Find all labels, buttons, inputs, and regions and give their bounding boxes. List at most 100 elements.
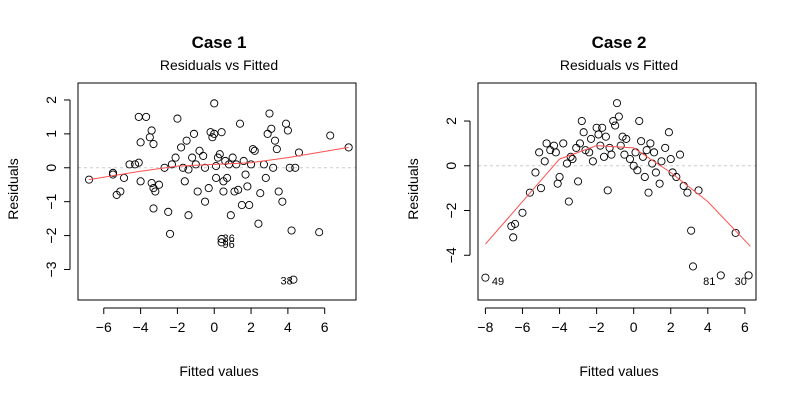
case-1-data-point	[226, 211, 235, 220]
case-2-data-point	[605, 143, 614, 152]
case-2-data-point	[542, 139, 551, 148]
case-1-data-point	[234, 185, 243, 194]
case-2-data-point	[588, 157, 597, 166]
case-2-title: Case 2	[592, 33, 647, 52]
case-1-data-point	[145, 133, 154, 142]
case-2-data-point	[587, 134, 596, 143]
case-1-data-point	[263, 129, 272, 138]
case-2-data-point	[640, 172, 649, 182]
case-1-data-point	[189, 129, 199, 138]
case-1-data-point	[267, 124, 276, 133]
case-2-y-tick-label: 2	[443, 117, 459, 125]
case-1-data-point	[217, 238, 226, 247]
case-1-data-point	[215, 150, 224, 159]
case-2-data-point	[744, 271, 753, 280]
case-1-data-point	[149, 139, 158, 149]
case-1-data-point	[173, 114, 182, 123]
case-2-data-point	[614, 112, 623, 121]
case-1-x-tick-label: −2	[169, 319, 185, 335]
case-2-data-point	[559, 139, 568, 148]
case-1-data-point	[237, 201, 246, 210]
case-2-data-point	[518, 208, 527, 217]
case-1-data-point	[184, 211, 193, 220]
case-1-data-point	[254, 219, 263, 228]
case-2-data-point	[612, 99, 622, 108]
case-1-data-point	[136, 177, 145, 186]
case-1-data-point	[326, 131, 335, 140]
case-1-data-point	[241, 170, 250, 179]
case-2-data-point	[635, 116, 644, 126]
case-1-data-point	[171, 153, 180, 162]
case-1-data-point	[204, 184, 213, 193]
case-1-data-point	[151, 187, 160, 196]
case-1-data-point	[178, 163, 187, 172]
case-1-y-tick-label: −3	[43, 261, 59, 277]
case-2-data-point	[620, 150, 629, 159]
case-1-chart: Case 1 Residuals vs Fitted Fitted values…	[5, 33, 357, 379]
case-2-data-point	[536, 184, 546, 193]
case-1-y-tick-label: −1	[43, 193, 59, 209]
case-1-x-tick-label: 6	[321, 319, 329, 335]
case-2-data-point	[716, 271, 725, 280]
case-1-data-point	[200, 197, 210, 206]
case-2-data-point	[553, 179, 562, 188]
case-1-data-point	[200, 163, 210, 172]
case-1-data-point	[278, 197, 287, 206]
case-1-y-tick-label: 1	[43, 130, 59, 138]
case-1-data-point	[147, 178, 156, 188]
case-2-data-point	[599, 152, 609, 161]
case-2-data-point	[575, 139, 584, 148]
case-1-data-point	[219, 187, 228, 196]
case-1-y-axis-title: Residuals	[5, 158, 21, 219]
case-2-point-label: 49	[492, 276, 504, 288]
case-1-data-point	[210, 129, 219, 138]
case-2-x-tick-label: 4	[704, 319, 712, 335]
case-2-data-point	[650, 148, 659, 157]
case-1-data-point	[212, 173, 221, 182]
case-1-data-point	[191, 160, 200, 169]
case-1-data-point	[270, 136, 280, 145]
case-2-data-point	[631, 148, 640, 157]
case-1-data-point	[274, 187, 283, 196]
case-1-data-point	[235, 119, 245, 128]
case-1-data-point	[315, 228, 324, 237]
case-2-data-point	[598, 123, 607, 132]
case-1-data-point	[217, 234, 226, 244]
case-2-smooth-line	[485, 145, 751, 247]
case-1-data-point	[125, 160, 134, 169]
case-2-data-point	[572, 143, 581, 152]
case-1-data-point	[261, 173, 270, 182]
case-1-data-point	[182, 136, 191, 145]
case-1-data-point	[243, 182, 252, 191]
case-1-x-tick-label: 0	[210, 319, 218, 335]
case-2-point-label: 81	[703, 276, 715, 288]
case-1-data-point	[269, 163, 278, 172]
case-1-y-tick-label: −2	[43, 227, 59, 243]
case-1-point-label: 38	[281, 275, 293, 287]
case-2-data-point	[609, 116, 618, 126]
case-2-data-point	[646, 139, 655, 148]
case-2-data-point	[625, 155, 635, 164]
case-1-data-point	[256, 189, 265, 198]
case-1-x-tick-label: 4	[284, 319, 292, 335]
case-1-data-point	[245, 201, 254, 210]
case-1-data-point	[149, 204, 158, 213]
case-1-data-point	[230, 187, 239, 196]
case-1-data-point	[212, 162, 221, 171]
case-2-data-point	[633, 166, 642, 175]
case-2-data-point	[607, 150, 616, 159]
case-2-x-tick-label: 6	[741, 319, 749, 335]
case-2-data-point	[531, 168, 540, 177]
case-2-x-axis-title: Fitted values	[579, 363, 658, 379]
case-1-data-point	[289, 275, 298, 284]
case-2-data-point	[525, 188, 534, 197]
case-1-x-tick-label: −4	[133, 319, 149, 335]
case-2-data-point	[509, 233, 518, 242]
case-2-x-tick-label: −8	[477, 319, 493, 335]
case-1-data-point	[223, 173, 232, 182]
case-1-data-point	[265, 109, 274, 118]
case-1-data-point	[193, 187, 202, 196]
case-1-data-point	[116, 187, 125, 196]
case-2-x-tick-label: −2	[589, 319, 605, 335]
